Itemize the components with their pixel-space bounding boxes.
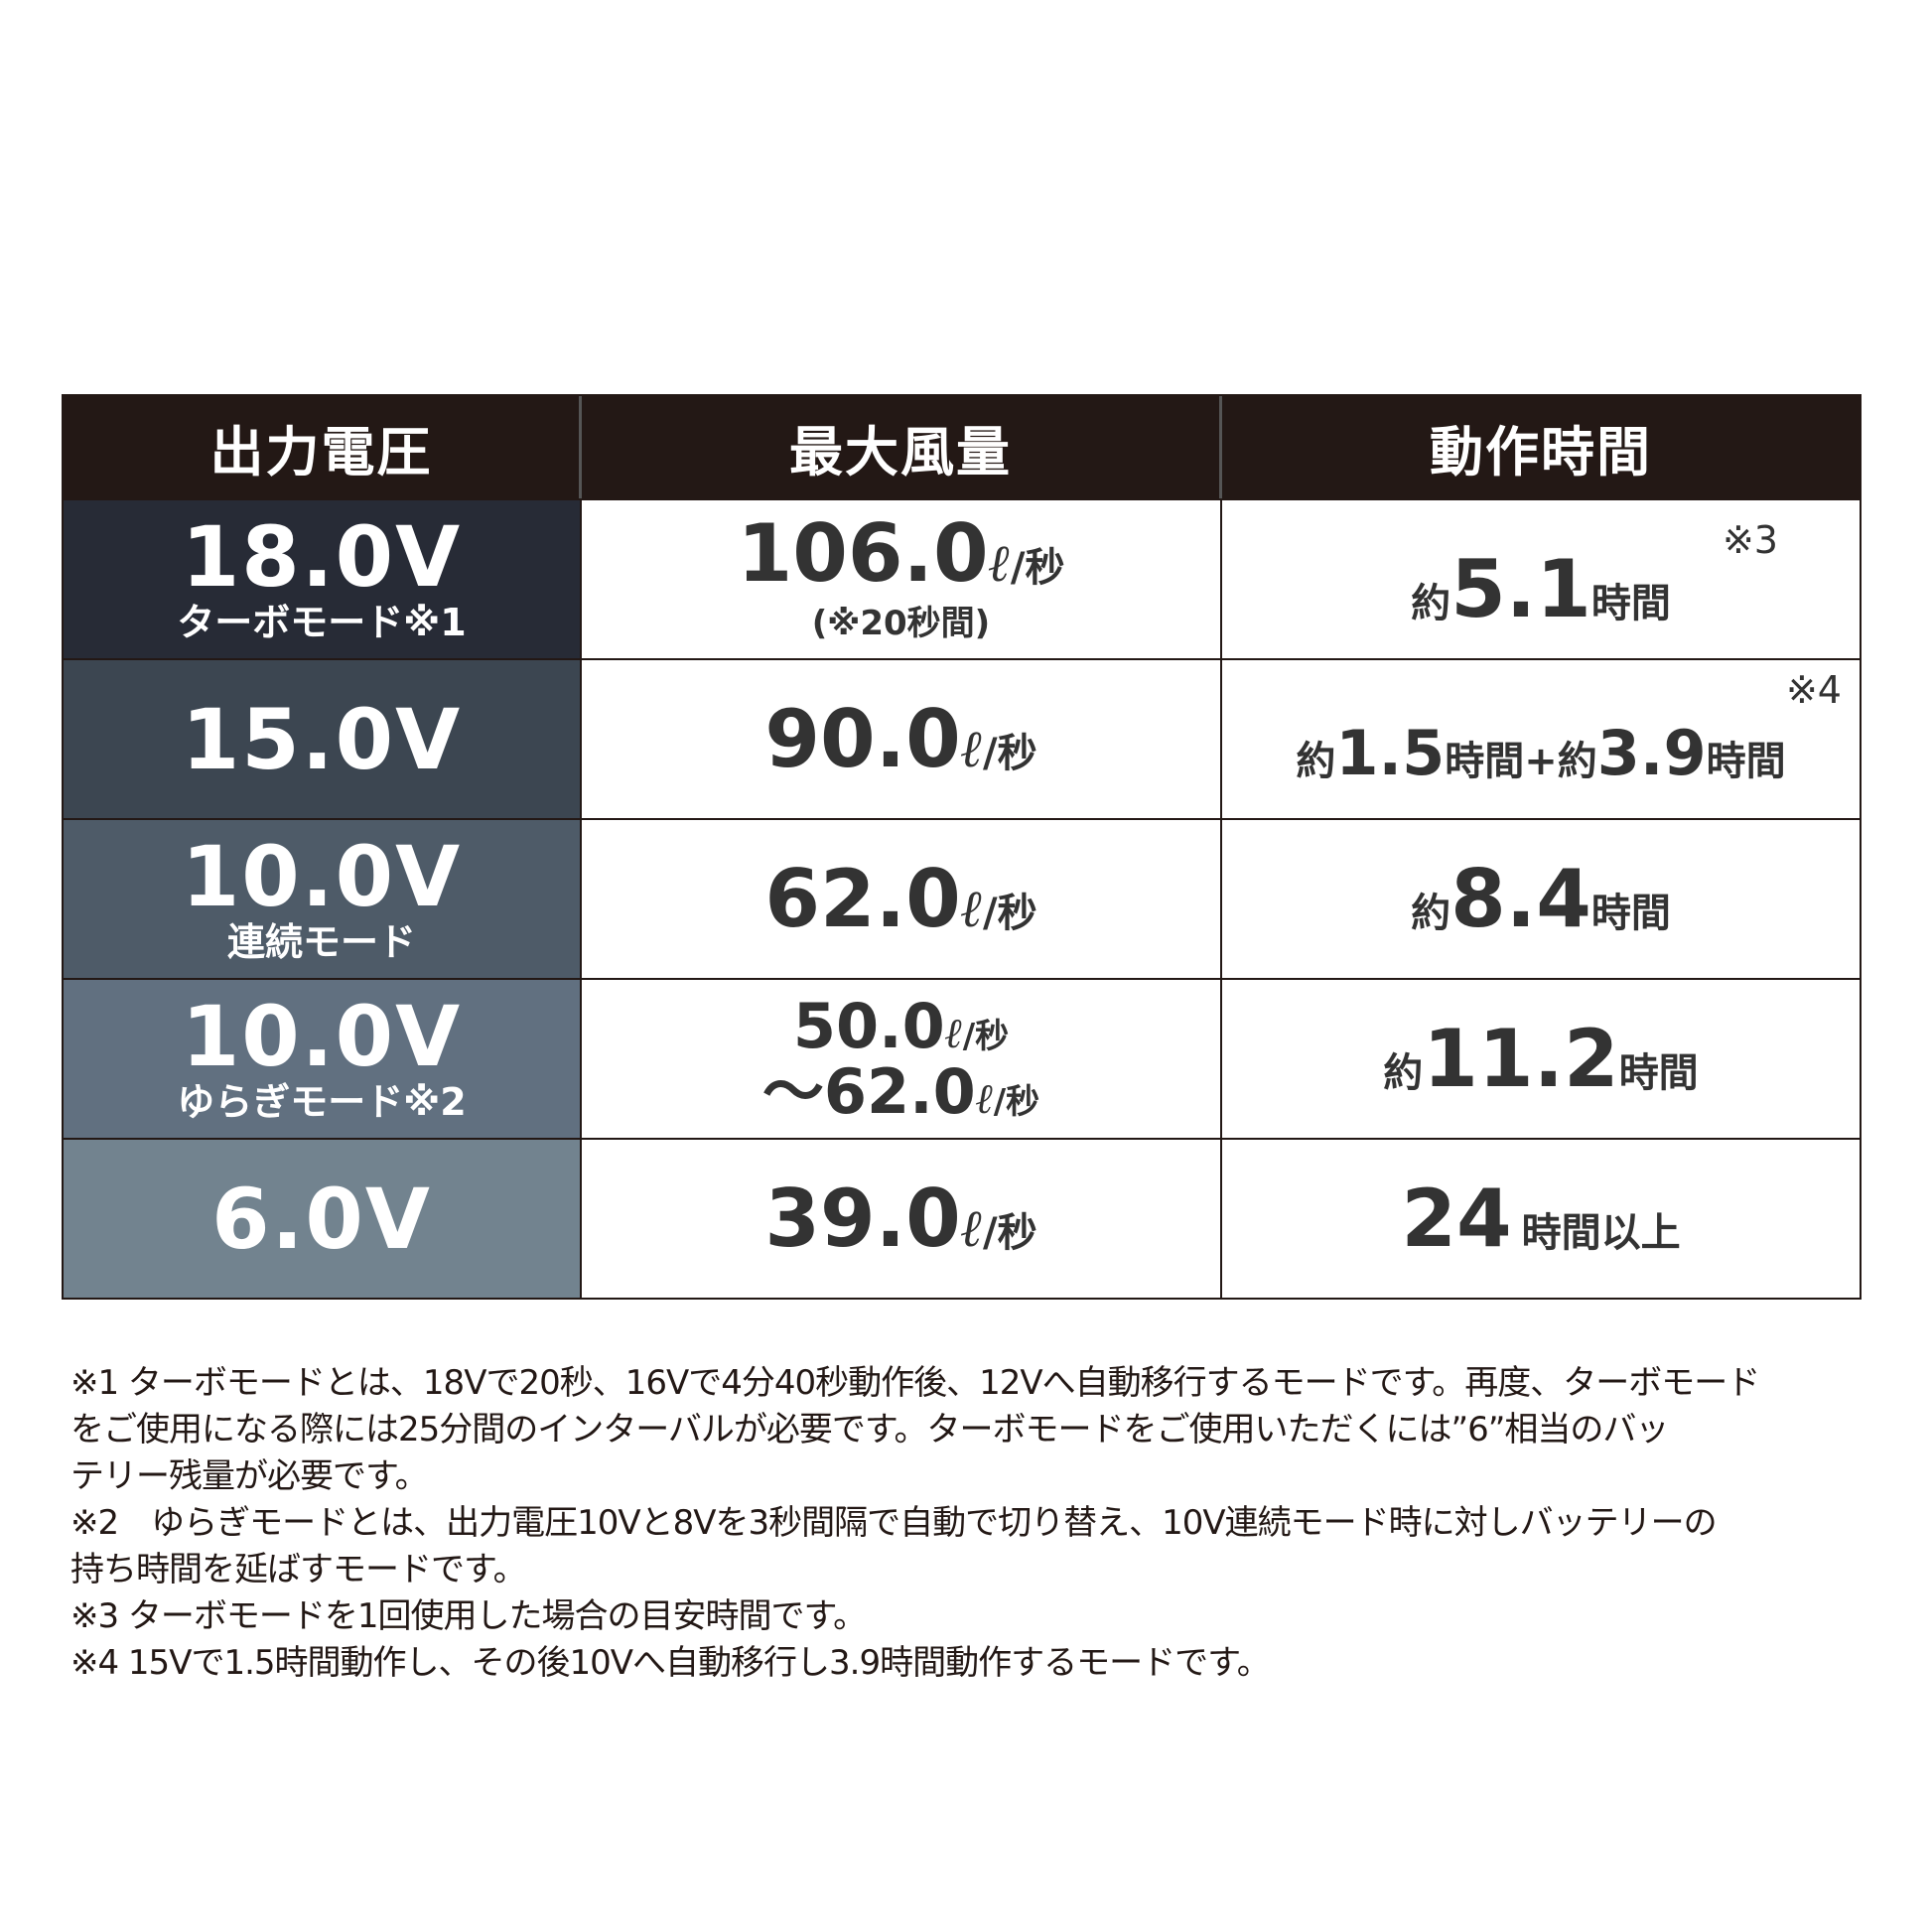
voltage-cell: 10.0V 連続モード — [64, 820, 582, 978]
liter-unit: ℓ — [944, 1009, 963, 1058]
mode-label: ゆらぎモード※2 — [177, 1079, 467, 1124]
airflow-cell: 62.0 ℓ/秒 — [582, 820, 1222, 978]
airflow-value: 39.0 — [764, 1172, 961, 1265]
footnote-line: ※4 15Vで1.5時間動作し、その後10Vへ自動移行し3.9時間動作するモード… — [70, 1643, 1271, 1683]
runtime-cell: 約 1.5 時間 +約 3.9 時間 ※4 — [1222, 660, 1860, 818]
runtime-value: 5.1 — [1450, 542, 1591, 635]
voltage: 10.0V — [181, 987, 463, 1085]
airflow-cell: 39.0 ℓ/秒 — [582, 1140, 1222, 1298]
table-row: 18.0V ターボモード※1 106.0 ℓ/秒 (※20秒間) 約 5.1 時間 ※… — [64, 498, 1860, 658]
airflow-cell: 90.0 ℓ/秒 — [582, 660, 1222, 818]
header-airflow: 最大風量 — [582, 396, 1222, 498]
voltage: 10.0V — [181, 827, 463, 925]
footnote-line: をご使用になる際には25分間のインターバルが必要です。ターボモードをご使用いただ… — [70, 1410, 1669, 1449]
table-row: 15.0V 90.0 ℓ/秒 約 1.5 時間 +約 3.9 時間 ※4 — [64, 658, 1860, 818]
airflow-note: (※20秒間) — [811, 604, 991, 643]
runtime-value: 11.2 — [1423, 1012, 1619, 1105]
approx-label: 約 — [1411, 890, 1451, 936]
runtime-cell: 約 5.1 時間 ※3 — [1222, 500, 1860, 658]
approx-label: 約 — [1383, 1049, 1424, 1096]
footnote-line: ※3 ターボモードを1回使用した場合の目安時間です。 — [70, 1596, 867, 1636]
runtime-cell: 24 時間以上 — [1222, 1140, 1860, 1298]
range-tilde: ～ — [761, 1054, 824, 1128]
airflow-value: 90.0 — [764, 692, 961, 785]
footnote-line: ※2 ゆらぎモードとは、出力電圧10Vと8Vを3秒間隔で自動で切り替え、10V連… — [70, 1503, 1718, 1543]
liter-unit: ℓ — [960, 718, 983, 779]
per-second-unit: /秒 — [993, 1081, 1040, 1122]
footnotes: ※1 ターボモードとは、18Vで20秒、16Vで4分40秒動作後、12Vへ自動移… — [70, 1360, 1867, 1687]
hours-unit: 時間 — [1590, 580, 1671, 626]
footnote-line: 持ち時間を延ばすモードです。 — [70, 1550, 527, 1589]
plus-approx-label: +約 — [1524, 738, 1597, 784]
airflow-cell: 106.0 ℓ/秒 (※20秒間) — [582, 500, 1222, 658]
airflow-value-max: 62.0 — [823, 1054, 976, 1128]
runtime-cell: 約 11.2 時間 — [1222, 980, 1860, 1138]
per-second-unit: /秒 — [983, 730, 1037, 776]
voltage-cell: 6.0V — [64, 1140, 582, 1298]
hours-unit: 時間 — [1618, 1049, 1699, 1096]
per-second-unit: /秒 — [983, 1209, 1037, 1256]
footnote-line: ※1 ターボモードとは、18Vで20秒、16Vで4分40秒動作後、12Vへ自動移… — [70, 1363, 1760, 1403]
voltage: 15.0V — [181, 690, 463, 788]
footnote-line: テリー残量が必要です。 — [70, 1456, 429, 1496]
runtime-value-2: 3.9 — [1596, 716, 1707, 789]
per-second-unit: /秒 — [1010, 545, 1065, 591]
runtime-value: 8.4 — [1450, 852, 1591, 945]
voltage-cell: 18.0V ターボモード※1 — [64, 500, 582, 658]
per-second-unit: /秒 — [962, 1017, 1010, 1057]
runtime-value: 24 — [1401, 1172, 1512, 1265]
runtime-cell: 約 8.4 時間 — [1222, 820, 1860, 978]
hours-unit: 時間以上 — [1521, 1209, 1681, 1256]
header-voltage: 出力電圧 — [64, 396, 582, 498]
table-row: 10.0V 連続モード 62.0 ℓ/秒 約 8.4 時間 — [64, 818, 1860, 978]
header-runtime: 動作時間 — [1430, 421, 1652, 483]
footnote-ref: ※4 — [1785, 668, 1842, 712]
runtime-value: 1.5 — [1335, 716, 1446, 789]
spec-table: 出力電圧 最大風量 動作時間 18.0V ターボモード※1 106.0 ℓ/秒 (… — [62, 394, 1862, 1300]
airflow-value: 62.0 — [764, 852, 961, 945]
hours-unit: 時間 — [1706, 738, 1786, 784]
footnote-ref: ※3 — [1722, 518, 1778, 562]
voltage-cell: 15.0V — [64, 660, 582, 818]
approx-label: 約 — [1296, 738, 1336, 784]
hours-unit: 時間 — [1445, 738, 1525, 784]
liter-unit: ℓ — [960, 878, 983, 939]
liter-unit: ℓ — [960, 1197, 983, 1259]
liter-unit: ℓ — [975, 1073, 994, 1123]
table-row: 10.0V ゆらぎモード※2 50.0 ℓ/秒 ～ 62.0 ℓ/秒 約 11.2 時間 — [64, 978, 1860, 1138]
mode-label: ターボモード※1 — [177, 600, 467, 644]
airflow-value: 106.0 — [737, 507, 989, 600]
voltage: 6.0V — [211, 1170, 432, 1268]
airflow-cell: 50.0 ℓ/秒 ～ 62.0 ℓ/秒 — [582, 980, 1222, 1138]
liter-unit: ℓ — [988, 533, 1011, 594]
approx-label: 約 — [1411, 580, 1451, 626]
mode-label: 連続モード — [226, 919, 416, 964]
airflow-value: 50.0 — [792, 990, 945, 1063]
voltage-cell: 10.0V ゆらぎモード※2 — [64, 980, 582, 1138]
table-header: 出力電圧 最大風量 動作時間 — [64, 396, 1860, 498]
voltage: 18.0V — [181, 507, 463, 606]
table-row: 6.0V 39.0 ℓ/秒 24 時間以上 — [64, 1138, 1860, 1298]
per-second-unit: /秒 — [983, 890, 1037, 936]
hours-unit: 時間 — [1590, 890, 1671, 936]
